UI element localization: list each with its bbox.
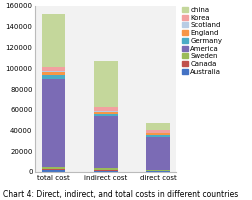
- Bar: [146, 171, 170, 172]
- Bar: [146, 133, 170, 135]
- Bar: [42, 170, 65, 172]
- Bar: [94, 107, 118, 111]
- Bar: [94, 116, 118, 168]
- Bar: [94, 114, 118, 116]
- Bar: [94, 112, 118, 114]
- Text: Chart 4: Direct, indirect, and total costs in different countries: Chart 4: Direct, indirect, and total cos…: [3, 190, 238, 199]
- Bar: [94, 61, 118, 107]
- Bar: [94, 111, 118, 112]
- Bar: [146, 123, 170, 130]
- Bar: [94, 170, 118, 171]
- Bar: [42, 167, 65, 169]
- Bar: [146, 130, 170, 133]
- Bar: [42, 67, 65, 71]
- Bar: [146, 135, 170, 137]
- Bar: [42, 79, 65, 167]
- Bar: [42, 75, 65, 79]
- Bar: [94, 171, 118, 172]
- Bar: [146, 137, 170, 170]
- Legend: china, Korea, Scotland, England, Germany, America, Sweden, Canada, Australia: china, Korea, Scotland, England, Germany…: [181, 6, 223, 75]
- Bar: [146, 170, 170, 171]
- Bar: [42, 71, 65, 72]
- Bar: [94, 168, 118, 170]
- Bar: [42, 14, 65, 67]
- Bar: [42, 169, 65, 170]
- Bar: [42, 72, 65, 75]
